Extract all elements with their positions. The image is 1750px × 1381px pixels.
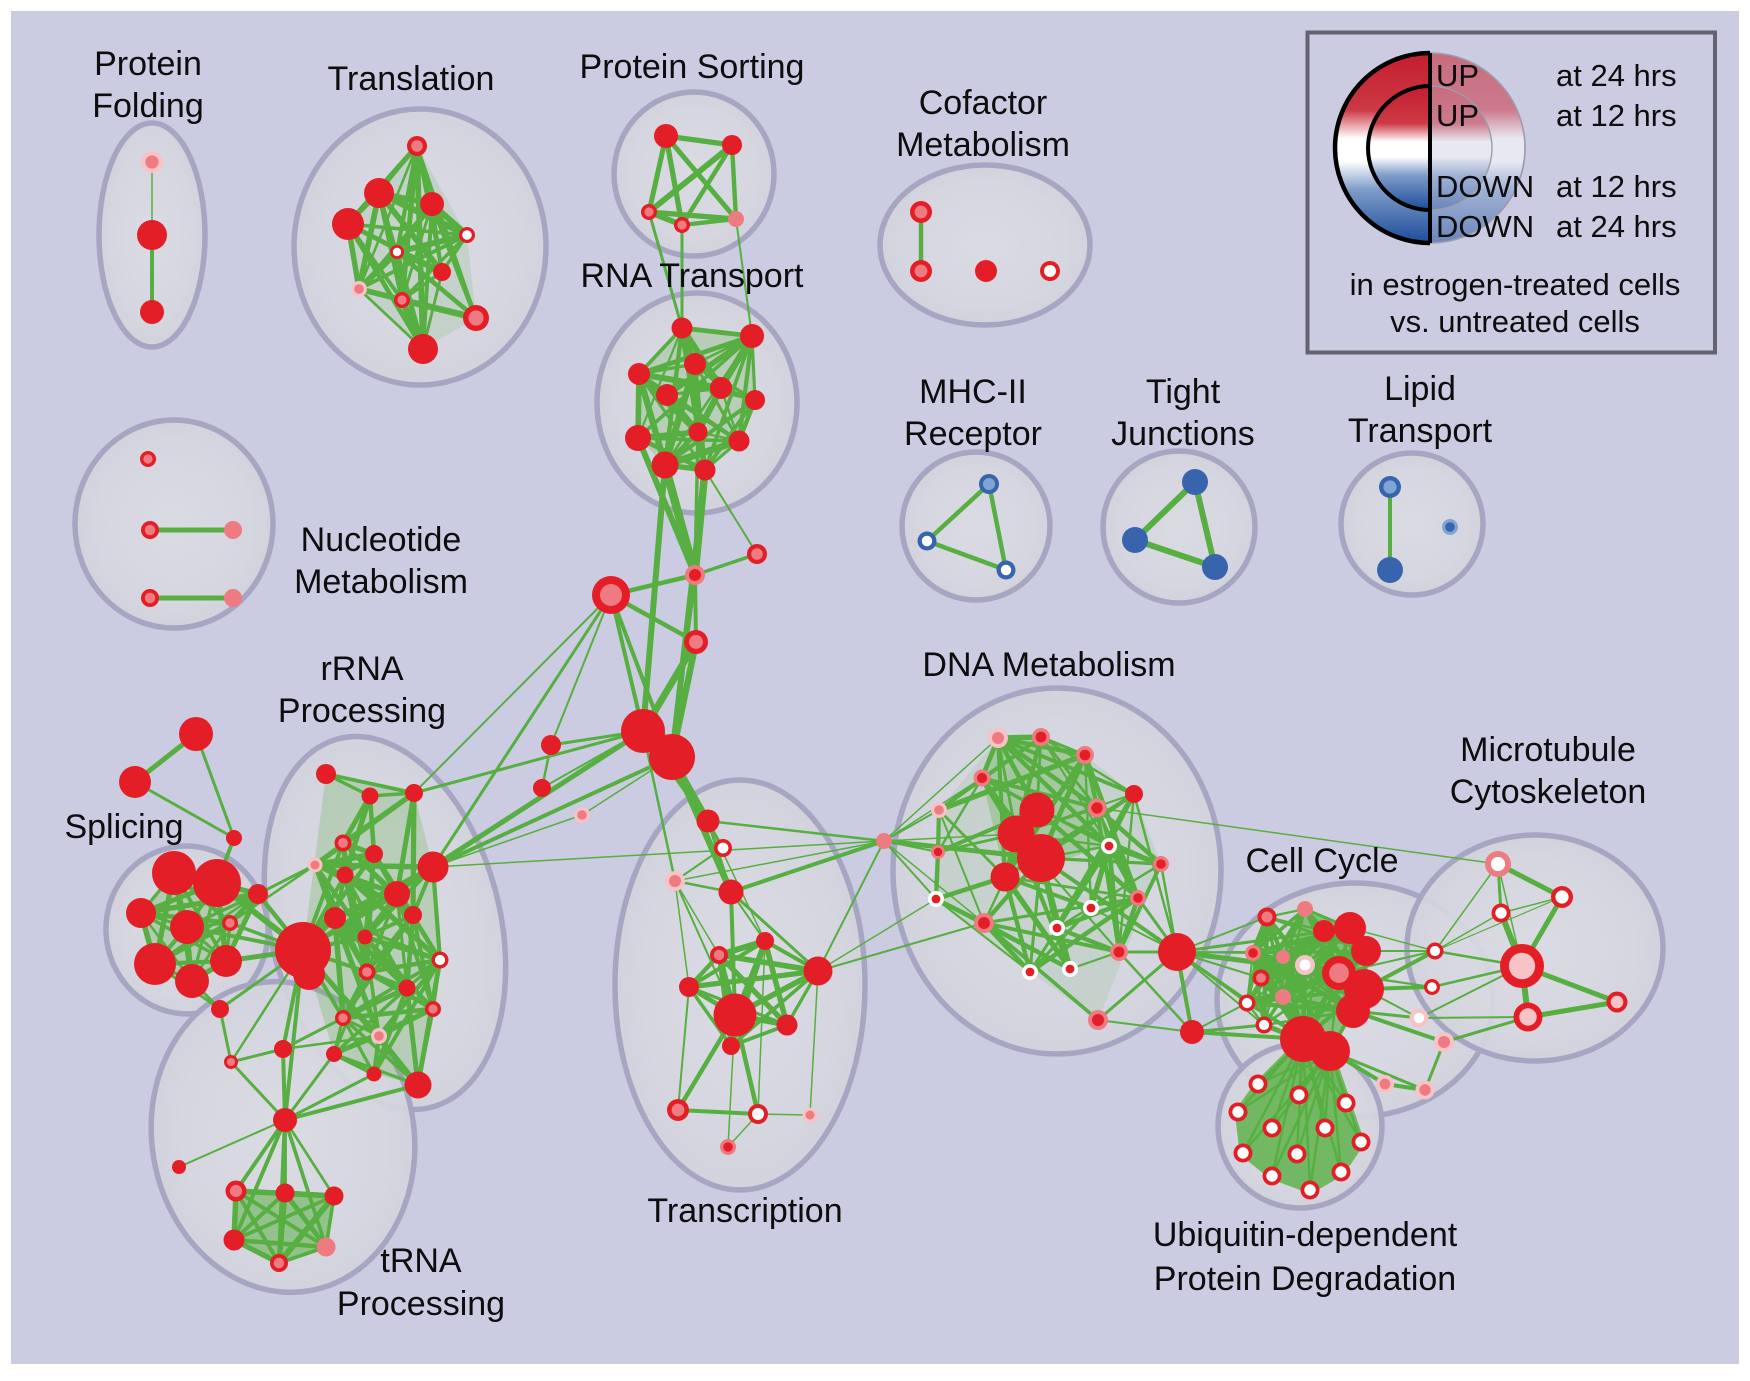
svg-text:Metabolism: Metabolism [896,126,1070,164]
svg-text:MHC-II: MHC-II [919,373,1027,411]
svg-text:Tight: Tight [1146,373,1221,411]
svg-text:Transcription: Transcription [647,1192,842,1230]
svg-text:DNA Metabolism: DNA Metabolism [922,646,1175,684]
svg-text:Splicing: Splicing [64,808,183,846]
svg-text:tRNA: tRNA [380,1242,462,1280]
svg-text:Microtubule: Microtubule [1460,731,1636,769]
svg-text:UP: UP [1436,58,1479,93]
svg-text:Cytoskeleton: Cytoskeleton [1450,773,1647,811]
svg-text:Folding: Folding [92,87,204,125]
svg-text:DOWN: DOWN [1436,169,1534,204]
svg-text:Processing: Processing [337,1285,505,1323]
svg-text:Ubiquitin-dependent: Ubiquitin-dependent [1153,1216,1458,1254]
svg-text:Cell Cycle: Cell Cycle [1245,842,1398,880]
svg-text:Protein Sorting: Protein Sorting [580,48,805,86]
svg-text:at 24 hrs: at 24 hrs [1556,58,1677,93]
svg-text:UP: UP [1436,98,1479,133]
svg-text:Lipid: Lipid [1384,370,1456,408]
svg-text:Protein: Protein [94,45,202,83]
svg-text:Junctions: Junctions [1111,415,1255,453]
svg-text:Processing: Processing [278,692,446,730]
svg-text:Translation: Translation [328,60,495,98]
svg-text:rRNA: rRNA [320,650,403,688]
svg-text:at 24 hrs: at 24 hrs [1556,209,1677,244]
svg-text:Receptor: Receptor [904,415,1042,453]
svg-text:Nucleotide: Nucleotide [301,521,462,559]
svg-text:at 12 hrs: at 12 hrs [1556,169,1677,204]
svg-text:in estrogen-treated cells: in estrogen-treated cells [1350,267,1681,302]
svg-text:at 12 hrs: at 12 hrs [1556,98,1677,133]
svg-text:Transport: Transport [1348,412,1493,450]
svg-text:Protein Degradation: Protein Degradation [1154,1260,1456,1298]
svg-text:Cofactor: Cofactor [919,84,1048,122]
svg-text:Metabolism: Metabolism [294,563,468,601]
svg-text:DOWN: DOWN [1436,209,1534,244]
svg-text:vs. untreated cells: vs. untreated cells [1390,304,1640,339]
svg-text:RNA Transport: RNA Transport [581,257,805,295]
